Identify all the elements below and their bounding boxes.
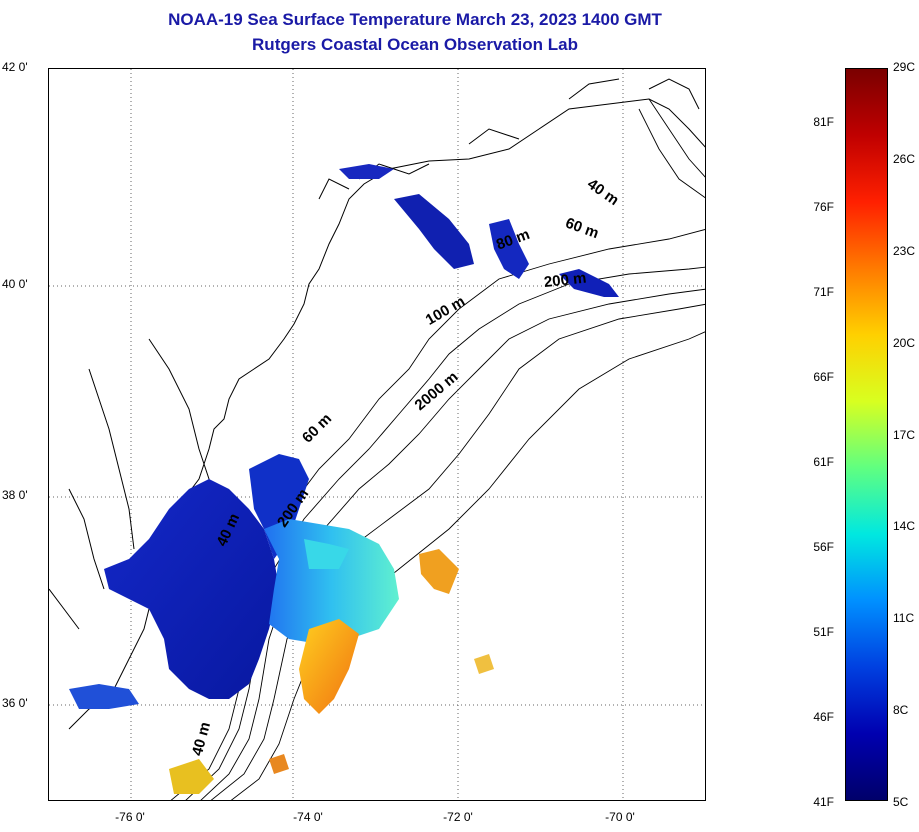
colorbar-f-71: 71F [813,285,834,299]
bathymetry-contours [170,98,705,800]
sst-cold-water [69,164,619,709]
colorbar-c-5: 5C [893,795,909,809]
sst-mid-water [264,519,399,644]
temperature-colorbar [845,68,888,801]
lon-tick-74: -74 0' [293,810,323,824]
lon-tick-76: -76 0' [115,810,145,824]
sst-warm-water [169,549,494,794]
lat-tick-36: 36 0' [2,696,28,710]
sst-map[interactable]: 40 m 60 m 80 m 200 m 100 m 2000 m 60 m 2… [48,68,706,801]
colorbar-c-17: 17C [893,428,916,442]
map-title: NOAA-19 Sea Surface Temperature March 23… [168,10,662,29]
colorbar-c-20: 20C [893,336,916,350]
colorbar-c-23: 23C [893,244,916,258]
map-canvas [49,69,705,800]
colorbar-f-61: 61F [813,455,834,469]
colorbar-c-29: 29C [893,60,916,74]
colorbar-c-14: 14C [893,519,916,533]
colorbar-f-66: 66F [813,370,834,384]
lat-tick-42: 42 0' [2,60,28,74]
lon-tick-70: -70 0' [605,810,635,824]
colorbar-f-46: 46F [813,710,834,724]
lat-tick-40: 40 0' [2,277,28,291]
colorbar-f-76: 76F [813,200,834,214]
lat-tick-38: 38 0' [2,488,28,502]
colorbar-c-11: 11C [893,611,915,625]
colorbar-f-56: 56F [813,540,834,554]
colorbar-f-81: 81F [813,115,834,129]
colorbar-c-26: 26C [893,152,916,166]
map-subtitle: Rutgers Coastal Ocean Observation Lab [252,35,578,54]
colorbar-f-51: 51F [813,625,834,639]
lon-tick-72: -72 0' [443,810,473,824]
colorbar-f-41: 41F [813,795,834,809]
colorbar-c-8: 8C [893,703,909,717]
